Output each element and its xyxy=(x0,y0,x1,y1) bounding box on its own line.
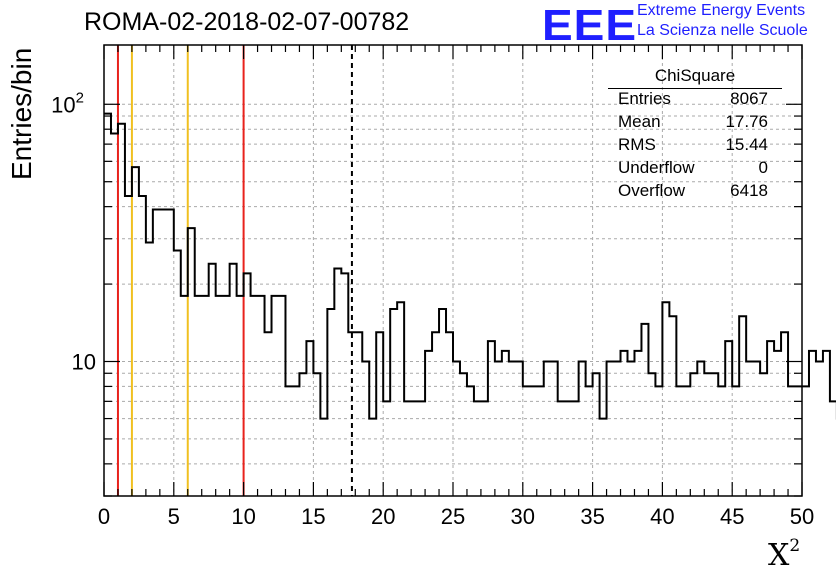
run-title: ROMA-02-2018-02-07-00782 xyxy=(84,8,410,36)
stat-label: Mean xyxy=(618,112,661,131)
x-tick-label: 30 xyxy=(511,504,535,529)
x-tick-label: 25 xyxy=(441,504,465,529)
stat-row-mean: Mean 17.76 xyxy=(608,112,782,135)
x-axis-label-sup: 2 xyxy=(789,536,801,556)
x-tick-label: 40 xyxy=(650,504,674,529)
x-axis-label: X2 xyxy=(768,536,801,573)
stat-row-underflow: Underflow 0 xyxy=(608,158,782,181)
stat-row-entries: Entries 8067 xyxy=(608,89,782,112)
stat-label: Entries xyxy=(618,89,671,108)
stat-row-rms: RMS 15.44 xyxy=(608,135,782,158)
stat-value: 17.76 xyxy=(725,112,768,131)
logo-line-1: Extreme Energy Events xyxy=(637,2,806,19)
logo-line-2: La Scienza nelle Scuole xyxy=(637,22,808,39)
stat-label: Overflow xyxy=(618,181,686,200)
x-tick-label: 15 xyxy=(301,504,325,529)
x-tick-label: 0 xyxy=(98,504,110,529)
x-tick-label: 20 xyxy=(371,504,395,529)
stat-value: 6418 xyxy=(730,181,768,200)
stat-value: 0 xyxy=(758,158,768,177)
stat-label: RMS xyxy=(618,135,656,154)
stat-value: 8067 xyxy=(730,89,768,108)
stats-box: ChiSquare Entries 8067 Mean 17.76 RMS 15… xyxy=(608,66,782,204)
x-tick-label: 50 xyxy=(790,504,814,529)
x-tick-label: 5 xyxy=(168,504,180,529)
x-tick-label: 35 xyxy=(580,504,604,529)
stat-label: Underflow xyxy=(618,158,695,177)
y-tick-label: 102 xyxy=(51,89,84,117)
eee-logo: EEE xyxy=(542,0,638,50)
stat-row-overflow: Overflow 6418 xyxy=(608,181,782,204)
x-tick-label: 45 xyxy=(720,504,744,529)
x-tick-label: 10 xyxy=(231,504,255,529)
stat-value: 15.44 xyxy=(725,135,768,154)
y-axis-label: Entries/bin xyxy=(6,47,37,180)
histogram-series xyxy=(104,112,836,420)
stats-title: ChiSquare xyxy=(608,66,782,89)
y-tick-label: 10 xyxy=(72,350,96,375)
x-axis-label-base: X xyxy=(768,538,790,573)
